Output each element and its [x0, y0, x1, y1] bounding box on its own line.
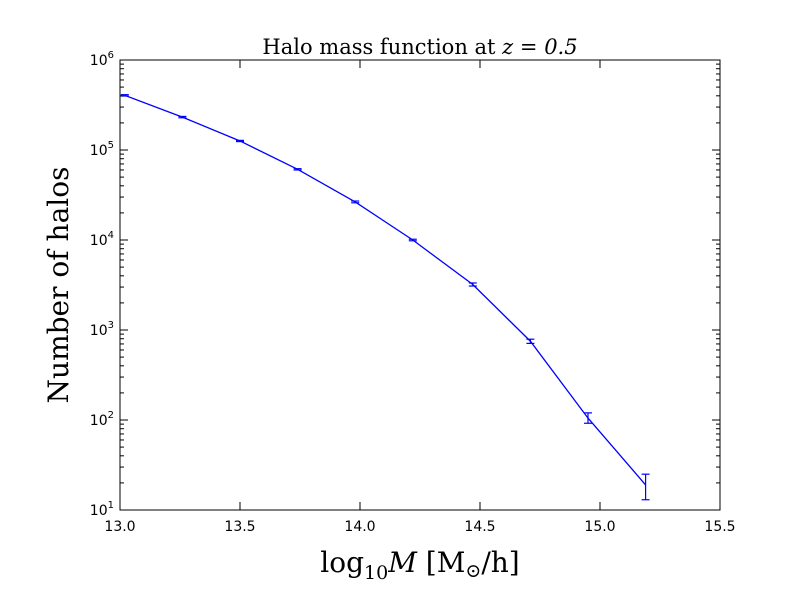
y-axis-label: Number of halos [42, 167, 75, 404]
series-line [124, 94, 647, 486]
x-tick-label: 15.0 [584, 519, 615, 535]
x-tick-label: 15.5 [704, 519, 735, 535]
y-tick-label: 104 [90, 230, 114, 249]
x-tick-label: 14.0 [344, 519, 375, 535]
x-axis-label: log10M [M⊙/h] [320, 546, 519, 584]
x-tick-label: 14.5 [464, 519, 495, 535]
axis-ticks: 13.0 13.5 14.0 14.5 15.0 15.5 101 102 103 104 105 1… [90, 50, 736, 535]
chart-title: Halo mass function at z = 0.5 [262, 35, 577, 59]
y-tick-label: 105 [90, 140, 114, 159]
y-tick-label: 101 [90, 500, 114, 519]
y-tick-label: 102 [90, 410, 114, 429]
x-tick-label: 13.0 [104, 519, 135, 535]
y-tick-label: 106 [90, 50, 114, 69]
x-tick-label: 13.5 [224, 519, 255, 535]
y-tick-label: 103 [90, 320, 114, 339]
plot-frame [119, 59, 721, 511]
